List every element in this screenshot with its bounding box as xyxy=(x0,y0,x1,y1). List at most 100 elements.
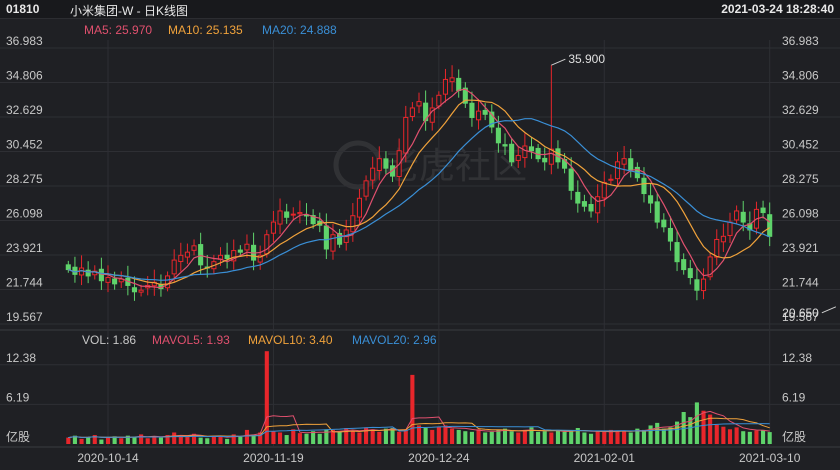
volume-bar xyxy=(225,438,230,444)
volume-bar xyxy=(403,429,408,444)
candle-up xyxy=(165,275,171,289)
volume-bar xyxy=(522,429,527,444)
low-price-label: 20.650 xyxy=(782,306,819,320)
price-tick-right: 26.098 xyxy=(782,207,819,221)
y-axis-right: 36.983 34.806 32.629 30.452 28.275 26.098 23.9… xyxy=(782,34,819,324)
candle-down xyxy=(528,146,535,152)
legend-ma10: MA10: 25.135 xyxy=(168,23,243,37)
volume-bar xyxy=(198,437,203,444)
candle-up xyxy=(522,145,528,159)
candle-down xyxy=(588,204,594,212)
volume-bar xyxy=(694,402,699,444)
volume-bar xyxy=(66,437,71,444)
x-tick-label: 2021-02-01 xyxy=(574,451,636,465)
candle-down xyxy=(85,269,91,277)
volume-tick-right: 亿股 xyxy=(782,429,806,444)
x-axis: 2020-10-14 2020-11-19 2020-12-24 2021-02-01… xyxy=(77,451,800,465)
candle-up xyxy=(436,94,442,107)
x-tick-label: 2020-12-24 xyxy=(408,451,470,465)
ma-lines xyxy=(68,88,771,289)
candle-down xyxy=(681,259,687,271)
volume-bar xyxy=(542,431,547,444)
volume-bar xyxy=(377,431,382,444)
volume-bar xyxy=(608,429,613,444)
volume-ma-lines xyxy=(68,410,770,439)
candle-down xyxy=(323,225,329,250)
legend-ma5: MA5: 25.970 xyxy=(84,23,152,37)
volume-bar xyxy=(304,433,309,444)
stock-title: 小米集团-W - 日K线图 xyxy=(70,4,188,18)
candle-up xyxy=(416,101,422,107)
candle-down xyxy=(568,168,574,191)
price-tick-left: 28.275 xyxy=(6,172,43,186)
volume-bar xyxy=(72,435,77,444)
volume-bar xyxy=(311,431,316,444)
volume-bar xyxy=(258,432,263,444)
ma10-line xyxy=(68,99,771,286)
volume-bar xyxy=(761,429,766,444)
volume-bar xyxy=(635,428,640,444)
volume-bar xyxy=(641,429,647,444)
volume-tick-left: 亿股 xyxy=(6,429,30,444)
volume-bar xyxy=(628,432,633,444)
volume-bar xyxy=(714,424,719,444)
ma20-line xyxy=(68,118,770,281)
candle-down xyxy=(72,266,78,275)
volume-bar xyxy=(211,436,216,444)
price-tick-right: 21.744 xyxy=(782,276,819,290)
candle-up xyxy=(548,148,554,165)
candle-down xyxy=(575,191,581,204)
candle-up xyxy=(449,77,455,83)
candle-up xyxy=(376,158,382,171)
volume-bar xyxy=(569,430,574,444)
volume-bar xyxy=(86,436,91,444)
volume-bar xyxy=(648,425,653,444)
volume-bar xyxy=(489,431,494,444)
candle-down xyxy=(542,157,548,163)
volume-bar xyxy=(390,428,395,444)
volume-bar xyxy=(152,436,157,444)
volume-legend: VOL: 1.86 MAVOL5: 1.93 MAVOL10: 3.40 MAV… xyxy=(82,333,437,347)
volume-bar xyxy=(357,432,362,444)
price-tick-left: 36.983 xyxy=(6,34,43,48)
volume-bar xyxy=(416,425,422,444)
candle-up xyxy=(363,180,369,197)
volume-bar xyxy=(536,431,541,444)
volume-bar xyxy=(125,435,130,444)
volume-bar xyxy=(337,431,342,444)
volume-bar xyxy=(105,437,111,444)
volume-bar xyxy=(158,437,163,444)
high-price-label: 35.900 xyxy=(568,52,605,66)
volume-bar xyxy=(675,421,680,444)
candle-up xyxy=(614,161,621,180)
volume-bar xyxy=(165,435,170,444)
volume-bar xyxy=(119,438,124,444)
volume-bar xyxy=(251,434,256,444)
candle-down xyxy=(674,242,680,263)
candle-down xyxy=(310,215,316,225)
candle-down xyxy=(456,77,462,92)
volume-tick-left: 6.19 xyxy=(6,390,30,404)
volume-bar xyxy=(364,427,369,444)
candle-up xyxy=(184,251,190,258)
candle-up xyxy=(264,234,270,255)
y-axis-left: 36.983 34.806 32.629 30.452 28.275 26.098 23.9… xyxy=(6,34,43,324)
volume-bar xyxy=(747,431,752,444)
candle-down xyxy=(65,264,71,271)
candle-down xyxy=(284,211,290,218)
volume-bar xyxy=(463,431,468,444)
volume-bar xyxy=(734,427,739,444)
volume-bar xyxy=(350,431,355,444)
volume-bars xyxy=(66,351,772,444)
candle-up xyxy=(171,259,177,275)
volume-bar xyxy=(727,429,733,444)
price-tick-left: 26.098 xyxy=(6,207,43,221)
price-tick-left: 30.452 xyxy=(6,138,43,152)
volume-bar xyxy=(205,438,210,444)
volume-bar xyxy=(476,429,481,444)
candle-up xyxy=(403,116,409,154)
x-tick-label: 2020-10-14 xyxy=(77,451,139,465)
volume-bar xyxy=(701,410,706,444)
